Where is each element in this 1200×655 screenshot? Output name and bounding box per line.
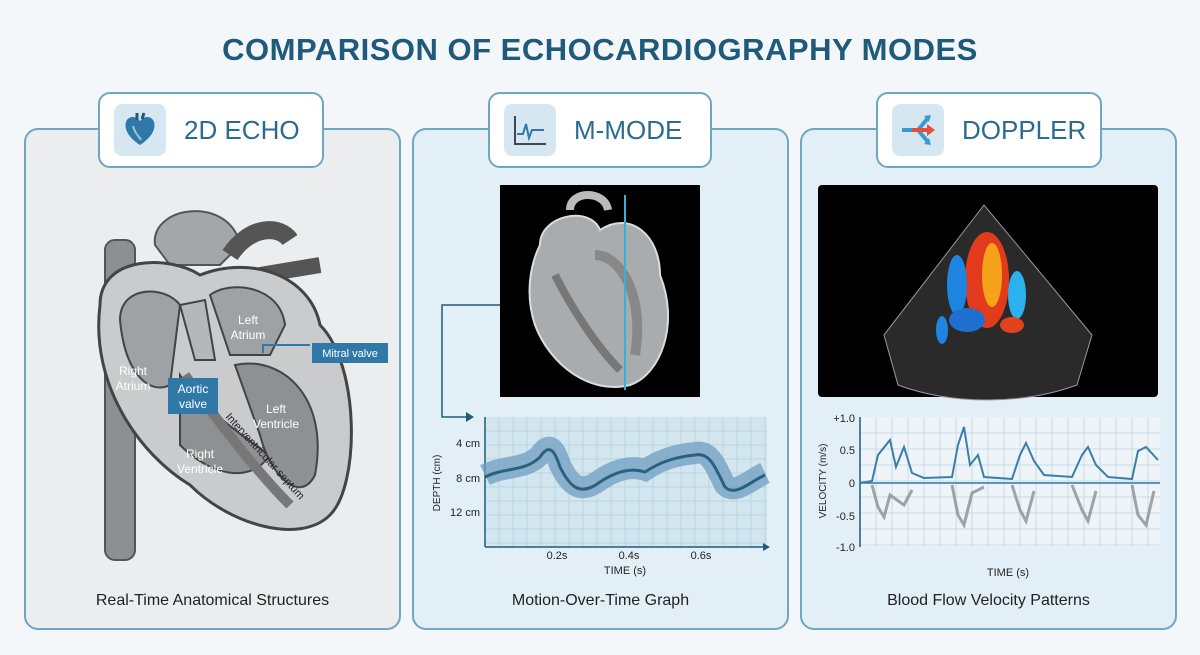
caption-2d-echo: Real-Time Anatomical Structures — [95, 592, 330, 609]
tab-label: M-MODE — [574, 114, 683, 145]
page-title: COMPARISON OF ECHOCARDIOGRAPHY MODES — [222, 32, 978, 67]
tick-label: 0.4s — [619, 550, 640, 562]
doppler-graph: +1.0 0.5 0 -0.5 -1.0 TIME (s) VELOCITY (… — [818, 413, 1160, 579]
tick-label: 8 cm — [456, 473, 480, 485]
label-aortic-valve: Aortic — [178, 382, 209, 396]
caption-doppler: Blood Flow Velocity Patterns — [887, 592, 1090, 609]
tick-label: -1.0 — [836, 542, 855, 554]
tab-label: 2D ECHO — [184, 114, 300, 145]
tick-label: 12 cm — [450, 507, 480, 519]
label-right-ventricle: Ventricle — [177, 462, 223, 476]
label-aortic-valve: valve — [179, 397, 207, 411]
doppler-illustration: +1.0 0.5 0 -0.5 -1.0 TIME (s) VELOCITY (… — [818, 185, 1160, 579]
waveform-icon — [504, 104, 556, 156]
label-mitral-valve: Mitral valve — [322, 348, 378, 360]
label-right-ventricle: Right — [186, 447, 215, 461]
axis-label: VELOCITY (m/s) — [818, 444, 829, 519]
tab-2d-echo: 2D ECHO — [98, 92, 324, 168]
label-right-atrium: Atrium — [116, 379, 151, 393]
label-left-ventricle: Ventricle — [253, 417, 299, 431]
tick-label: 0.6s — [691, 550, 712, 562]
m-mode-illustration: 4 cm 8 cm 12 cm 0.2s 0.4s 0.6s TIME (s) … — [432, 185, 771, 577]
tick-label: 0.2s — [547, 550, 568, 562]
tick-label: 0.5 — [840, 445, 855, 457]
label-left-ventricle: Left — [266, 402, 287, 416]
m-mode-graph: 4 cm 8 cm 12 cm 0.2s 0.4s 0.6s TIME (s) … — [432, 417, 771, 577]
flow-arrows-icon — [892, 104, 944, 156]
heart-diagram: Left Atrium Right Atrium Aortic valve Mi… — [97, 210, 388, 561]
tab-m-mode: M-MODE — [488, 92, 712, 168]
tick-label: -0.5 — [836, 511, 855, 523]
tab-doppler: DOPPLER — [876, 92, 1102, 168]
label-left-atrium: Atrium — [231, 328, 266, 342]
axis-label: DEPTH (cm) — [432, 455, 443, 512]
caption-m-mode: Motion-Over-Time Graph — [511, 592, 690, 609]
tick-label: +1.0 — [833, 413, 855, 425]
label-right-atrium: Right — [119, 364, 148, 378]
tick-label: 4 cm — [456, 438, 480, 450]
axis-label: TIME (s) — [987, 567, 1029, 579]
heart-icon — [114, 104, 166, 156]
label-left-atrium: Left — [238, 313, 259, 327]
tab-label: DOPPLER — [962, 114, 1087, 145]
axis-label: TIME (s) — [604, 565, 646, 577]
tick-label: 0 — [849, 478, 855, 490]
